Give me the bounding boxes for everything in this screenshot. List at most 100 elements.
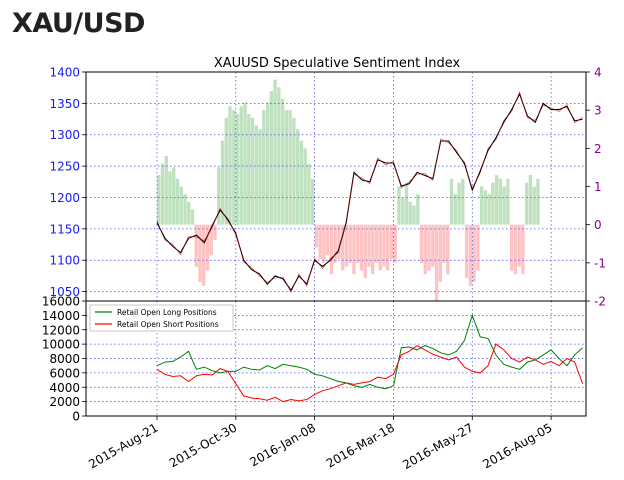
price-series [156,91,583,294]
ssi-bar [457,182,461,225]
ssi-bar [348,224,352,263]
ssi-bar [307,163,311,225]
positions-line [156,343,584,403]
ssi-bar [205,224,210,271]
ssi-bar [280,98,285,225]
ssi-bar [532,186,536,225]
ssi-bar [401,197,405,225]
ssi-axis: -2 -1 0 1 2 3 4 [586,66,606,309]
ssi-bar [378,224,382,271]
ssi-bar [352,224,356,275]
ssi-bar [288,110,292,225]
ssi-bar [250,117,255,225]
ssi-bar [322,224,326,263]
ssi-bar [277,87,281,225]
ssi-bar [434,224,439,301]
ssi-bar [521,224,525,275]
ssi-bar [359,224,364,271]
positions-series [156,313,584,403]
ssi-tick-label: 4 [594,66,602,80]
ssi-bar [412,205,416,225]
date-tick-label: 2016-May-27 [400,420,475,472]
price-tick-label: 1150 [49,222,80,236]
legend-long-label: Retail Open Long Positions [117,308,217,317]
ssi-bar [461,178,465,225]
price-tick-label: 1250 [49,160,80,174]
ssi-bar [506,178,510,225]
ssi-bar [472,224,476,282]
ssi-bar [303,148,307,225]
price-tick-label: 1050 [49,285,80,299]
ssi-bar [168,171,172,225]
ssi-bar [265,102,270,225]
ssi-bar [416,194,420,225]
ssi-bar [220,140,225,225]
ssi-bar [427,224,431,271]
ssi-bar [528,175,533,225]
ssi-bar [183,194,187,225]
ssi-bar [172,167,176,225]
ssi-bar [524,182,529,225]
ssi-bar [509,224,514,271]
ssi-bar [491,182,495,225]
ssi-bar [374,224,379,263]
ssi-bar [329,224,334,275]
ssi-bar [295,129,300,225]
positions-tick-label: 14000 [42,309,80,323]
ssi-bar [284,110,289,225]
ssi-bar [464,224,469,279]
ssi-bar [232,110,236,225]
ssi-bar [340,224,345,271]
price-tick-label: 1100 [49,254,80,268]
price-tick-label: 1300 [49,128,80,142]
ssi-bar [325,224,330,256]
ssi-bar [299,140,304,225]
ssi-bar [194,224,198,267]
ssi-bar [292,117,296,225]
ssi-bar [397,186,401,225]
ssi-bar [389,224,394,260]
ssi-bar [449,178,454,225]
ssi-bar [536,178,540,225]
positions-tick-label: 10000 [42,338,80,352]
ssi-bar [269,91,274,225]
positions-tick-label: 6000 [49,366,80,380]
price-axis: 1050 1100 1150 1200 1250 1300 1350 1400 [49,66,86,299]
ssi-bars [157,79,540,301]
ssi-bar [483,190,488,225]
ssi-bar [224,117,228,225]
ssi-bar [187,201,191,225]
ssi-bar [517,224,521,267]
ssi-bar [438,224,442,282]
ssi-bar [157,175,161,225]
date-tick-label: 2016-Mar-18 [324,420,397,470]
ssi-bar [217,167,221,225]
ssi-tick-label: 0 [594,218,602,232]
ssi-bar [408,201,412,225]
top-chart-title: XAUUSD Speculative Sentiment Index [214,56,461,71]
ssi-bar [190,209,195,225]
ssi-bar [498,178,503,225]
date-axis: 2015-Aug-21 2015-Oct-30 2016-Jan-08 2016-Ma… [86,416,555,472]
ssi-bar [404,182,409,225]
date-tick-label: 2015-Aug-21 [86,420,160,471]
ssi-bar [382,224,386,267]
ssi-bar [479,186,484,225]
price-wick-line [156,91,583,294]
positions-tick-label: 0 [72,410,80,424]
ssi-bar [179,186,183,225]
ssi-bar [235,113,240,225]
price-tick-label: 1200 [49,191,80,205]
ssi-bar [344,224,349,267]
ssi-tick-label: 3 [594,104,602,118]
ssi-bar [446,224,450,275]
ssi-bar [333,224,337,263]
ssi-bar [367,224,371,267]
ssi-bar [310,178,315,225]
top-chart-panel: 1050 1100 1150 1200 1250 1300 1350 1400 -2 -1 0 1 2… [49,66,606,309]
date-tick-label: 2016-Jan-08 [247,420,318,469]
ssi-bar [209,224,213,256]
